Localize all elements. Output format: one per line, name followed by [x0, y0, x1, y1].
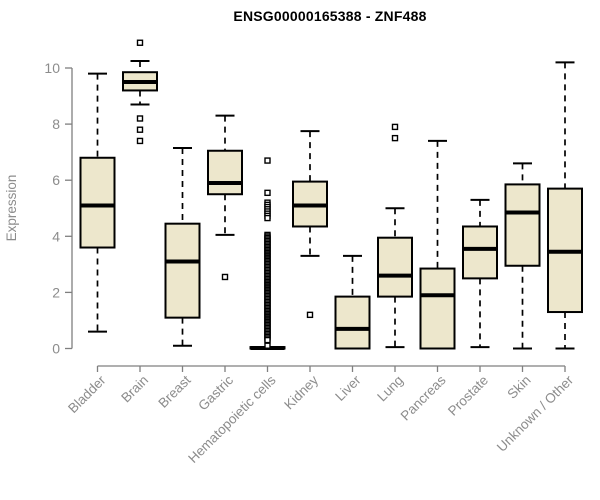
box-lung — [377, 236, 413, 298]
outlier-point — [136, 126, 144, 133]
outlier-point — [264, 189, 271, 197]
y-tick-label: 10 — [44, 60, 60, 76]
x-category-label: Liver — [332, 372, 364, 404]
chart-title: ENSG00000165388 - ZNF488 — [233, 8, 427, 24]
y-tick-label: 4 — [52, 228, 60, 244]
x-category-label: Kidney — [281, 372, 321, 412]
box-prostate — [462, 225, 498, 280]
x-category-label: Lung — [374, 373, 406, 405]
y-tick-label: 2 — [52, 284, 60, 300]
x-category-label: Prostate — [445, 373, 491, 419]
outlier-point — [391, 134, 399, 142]
y-tick-label: 8 — [52, 116, 60, 132]
outlier-point — [264, 336, 271, 344]
x-category-label: Breast — [155, 372, 193, 410]
box-liver — [334, 295, 371, 350]
x-category-label: Gastric — [195, 372, 236, 413]
x-category-label: Skin — [504, 373, 533, 402]
x-category-label: Pancreas — [398, 372, 449, 423]
box-breast — [164, 222, 201, 319]
box-bladder — [79, 156, 116, 249]
outlier-point — [221, 273, 229, 281]
outlier-point — [391, 123, 399, 131]
outlier-point — [136, 137, 144, 145]
x-category-label: Bladder — [65, 372, 109, 416]
outlier-point — [264, 214, 271, 222]
outlier-point — [136, 39, 144, 46]
y-axis-title: Expression — [4, 175, 19, 242]
outlier-point — [136, 115, 144, 122]
box-gastric — [207, 149, 243, 196]
x-category-label: Unknown / Other — [494, 372, 577, 455]
x-category-label: Brain — [118, 373, 151, 406]
outlier-point — [264, 157, 271, 164]
y-tick-label: 0 — [52, 341, 60, 357]
box-skin — [504, 183, 541, 267]
outlier-point — [264, 342, 271, 349]
box-pancreas — [419, 267, 456, 350]
y-tick-label: 6 — [52, 172, 60, 188]
outlier-point — [306, 311, 314, 319]
